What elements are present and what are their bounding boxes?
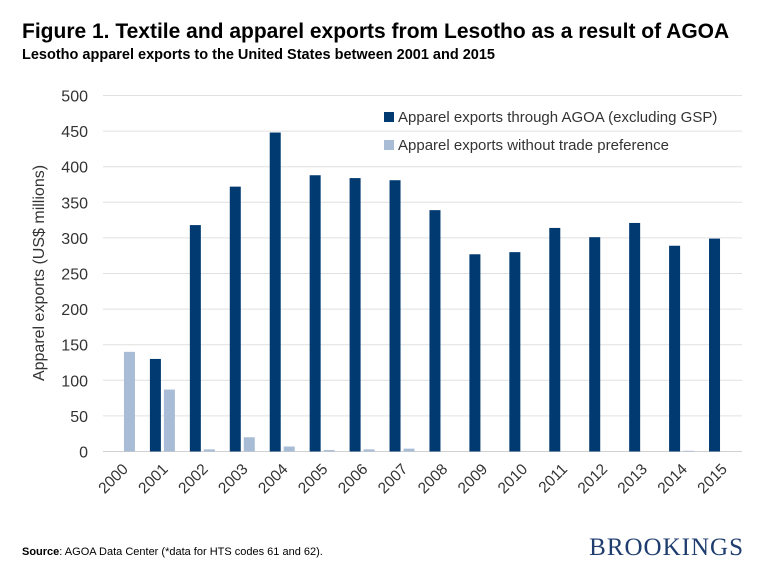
bar-no-preference xyxy=(283,446,295,452)
y-tick-label: 250 xyxy=(61,267,88,284)
y-tick-label: 450 xyxy=(61,124,88,141)
y-tick-label: 400 xyxy=(61,160,88,177)
bar-agoa xyxy=(589,237,601,452)
bar-agoa xyxy=(149,358,161,452)
x-tick-label: 2011 xyxy=(536,461,572,497)
figure-subtitle: Lesotho apparel exports to the United St… xyxy=(22,47,495,63)
y-tick-label: 500 xyxy=(61,89,88,106)
x-tick-label: 2003 xyxy=(215,461,251,497)
bar-agoa xyxy=(229,186,241,452)
bar-no-preference xyxy=(163,389,175,452)
y-tick-label: 50 xyxy=(70,409,88,426)
bar-no-preference xyxy=(363,449,375,452)
legend-label: Apparel exports without trade preference xyxy=(398,137,669,154)
x-tick-label: 2009 xyxy=(455,461,491,497)
legend-swatch xyxy=(384,112,394,122)
x-tick-label: 2002 xyxy=(175,461,211,497)
x-tick-label: 2014 xyxy=(655,461,692,498)
y-tick-label: 200 xyxy=(61,302,88,319)
bar-no-preference xyxy=(683,450,695,452)
x-tick-label: 2000 xyxy=(95,461,132,498)
source-label: Source xyxy=(22,546,60,558)
y-tick-label: 300 xyxy=(61,231,88,248)
bar-agoa xyxy=(709,238,721,452)
y-tick-label: 150 xyxy=(61,338,88,355)
bar-agoa xyxy=(509,252,521,452)
x-tick-label: 2008 xyxy=(415,461,451,497)
bar-agoa xyxy=(349,178,361,452)
legend-label: Apparel exports through AGOA (excluding … xyxy=(398,109,717,126)
y-axis-label: Apparel exports (US$ millions) xyxy=(31,165,48,381)
x-tick-label: 2007 xyxy=(375,461,411,497)
figure-title: Figure 1. Textile and apparel exports fr… xyxy=(22,20,730,43)
bar-no-preference xyxy=(123,351,135,452)
bar-no-preference xyxy=(243,437,255,452)
x-tick-label: 2010 xyxy=(495,461,532,498)
bar-agoa xyxy=(189,225,201,452)
x-tick-label: 2001 xyxy=(135,461,171,497)
bar-agoa xyxy=(389,180,401,452)
bar-no-preference xyxy=(203,449,215,452)
bar-agoa xyxy=(549,227,561,452)
x-tick-label: 2004 xyxy=(255,461,292,498)
bar-no-preference xyxy=(403,448,415,452)
x-tick-label: 2006 xyxy=(335,461,371,497)
source-text: : AGOA Data Center (*data for HTS codes … xyxy=(59,546,323,558)
brookings-logo: BROOKINGS xyxy=(589,534,744,561)
x-tick-label: 2005 xyxy=(295,461,331,497)
bar-agoa xyxy=(669,245,681,452)
x-tick-label: 2012 xyxy=(575,461,611,497)
x-tick-label: 2013 xyxy=(615,461,651,497)
y-tick-label: 350 xyxy=(61,195,88,212)
source-note: Source: AGOA Data Center (*data for HTS … xyxy=(22,546,323,558)
y-tick-label: 100 xyxy=(61,373,88,390)
bar-agoa xyxy=(269,132,281,452)
bar-agoa xyxy=(429,210,441,452)
bar-no-preference xyxy=(323,450,335,452)
bar-agoa xyxy=(469,254,481,452)
bar-agoa xyxy=(629,222,641,452)
y-tick-label: 0 xyxy=(79,445,88,462)
x-tick-label: 2015 xyxy=(694,461,730,497)
legend-swatch xyxy=(384,140,394,150)
bar-agoa xyxy=(309,175,321,452)
